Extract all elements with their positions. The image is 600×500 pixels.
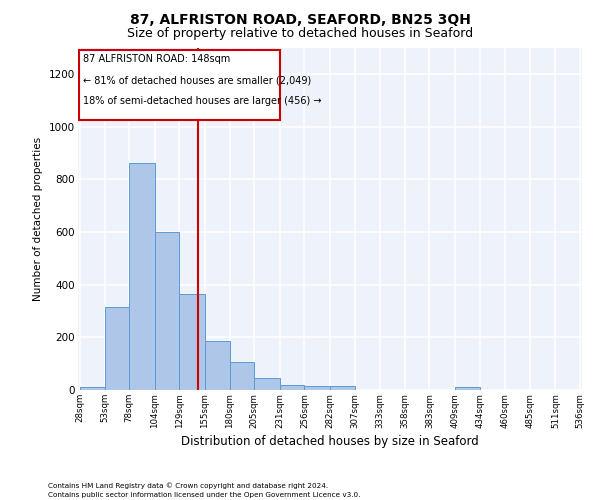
Bar (254, 378, 280, 390)
Bar (455, 388, 479, 390)
Bar (230, 362, 254, 390)
Text: 18% of semi-detached houses are larger (456) →: 18% of semi-detached houses are larger (… (83, 96, 322, 106)
Bar (205, 342, 230, 390)
Bar (104, 307, 129, 390)
Bar (129, 164, 155, 390)
Bar (330, 386, 355, 390)
Text: Size of property relative to detached houses in Seaford: Size of property relative to detached ho… (127, 28, 473, 40)
Bar (179, 294, 205, 390)
Text: Contains HM Land Registry data © Crown copyright and database right 2024.: Contains HM Land Registry data © Crown c… (48, 482, 328, 489)
Text: 87 ALFRISTON ROAD: 148sqm: 87 ALFRISTON ROAD: 148sqm (83, 54, 230, 64)
Bar (304, 386, 330, 390)
Bar (79, 50, 280, 120)
Text: 87, ALFRISTON ROAD, SEAFORD, BN25 3QH: 87, ALFRISTON ROAD, SEAFORD, BN25 3QH (130, 12, 470, 26)
Bar (280, 384, 304, 390)
X-axis label: Distribution of detached houses by size in Seaford: Distribution of detached houses by size … (181, 434, 479, 448)
Bar (80, 388, 104, 390)
Text: ← 81% of detached houses are smaller (2,049): ← 81% of detached houses are smaller (2,… (83, 76, 311, 86)
Y-axis label: Number of detached properties: Number of detached properties (34, 136, 43, 301)
Bar (155, 232, 179, 390)
Text: Contains public sector information licensed under the Open Government Licence v3: Contains public sector information licen… (48, 492, 361, 498)
